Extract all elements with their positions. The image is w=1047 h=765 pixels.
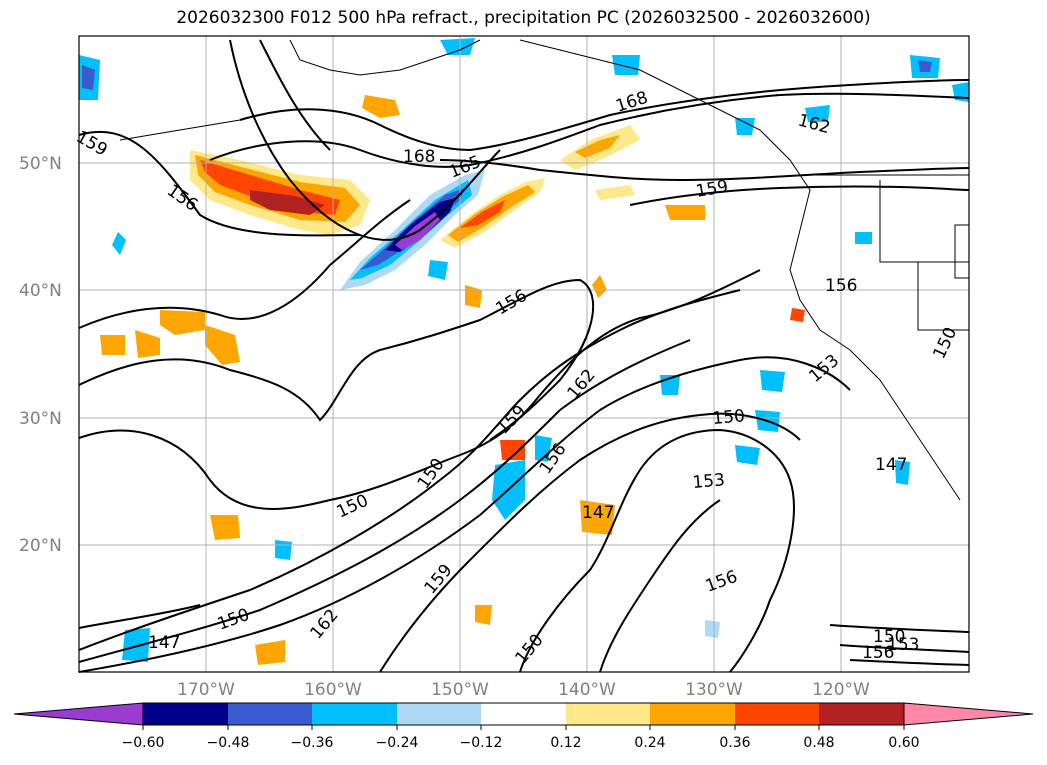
colorbar-segment [228, 703, 312, 725]
lon-label: 140°W [558, 680, 616, 700]
colorbar-tick: −0.60 [122, 735, 165, 751]
map-title: 2026032300 F012 500 hPa refract., precip… [176, 8, 871, 28]
contour-label: 147 [582, 503, 614, 523]
colorbar-segment [312, 703, 397, 725]
lon-label: 150°W [431, 680, 489, 700]
lat-label: 20°N [19, 536, 62, 556]
contour-label: 150 [873, 627, 905, 647]
colorbar-segment [481, 703, 566, 725]
lon-label: 160°W [304, 680, 362, 700]
colorbar-tick: 0.36 [719, 735, 750, 751]
colorbar-segment [143, 703, 228, 725]
colorbar-tick: 0.24 [634, 735, 665, 751]
precipitation-shading [79, 38, 969, 665]
colorbar-tick: 0.60 [888, 735, 919, 751]
lat-label: 50°N [19, 154, 62, 174]
colorbar-segment [819, 703, 904, 725]
colorbar-segment [735, 703, 819, 725]
colorbar-segment [566, 703, 650, 725]
lon-label: 130°W [685, 680, 743, 700]
latitude-labels: 50°N 40°N 30°N 20°N [19, 154, 62, 556]
colorbar-tick: −0.12 [460, 735, 503, 751]
colorbar: −0.60 −0.48 −0.36 −0.24 −0.12 0.12 0.24 … [13, 702, 1034, 751]
contour-label: 150 [712, 406, 746, 429]
colorbar-extend-high [903, 702, 1034, 726]
graticule [79, 36, 969, 672]
refractivity-contours [78, 39, 970, 673]
lon-label: 120°W [812, 680, 870, 700]
colorbar-tick: 0.12 [550, 735, 581, 751]
contour-label: 147 [148, 633, 180, 653]
longitude-labels: 170°W 160°W 150°W 140°W 130°W 120°W [177, 680, 870, 700]
coastlines [119, 39, 970, 501]
contour-label: 147 [875, 455, 907, 475]
colorbar-extend-low [13, 702, 144, 726]
lon-label: 170°W [177, 680, 235, 700]
lat-label: 30°N [19, 409, 62, 429]
colorbar-segment [397, 703, 481, 725]
contour-label: 156 [825, 276, 857, 296]
map-frame [78, 35, 970, 673]
colorbar-tick: −0.48 [207, 735, 250, 751]
map-panel [79, 36, 969, 672]
colorbar-segment [650, 703, 735, 725]
contour-label: 156 [862, 643, 894, 663]
colorbar-tick: −0.36 [291, 735, 334, 751]
contour-label: 153 [692, 470, 726, 493]
contour-label: 168 [403, 147, 435, 167]
contour-label: 153 [887, 635, 919, 655]
colorbar-tick: −0.24 [376, 735, 419, 751]
colorbar-tick: 0.48 [803, 735, 834, 751]
lat-label: 40°N [19, 281, 62, 301]
